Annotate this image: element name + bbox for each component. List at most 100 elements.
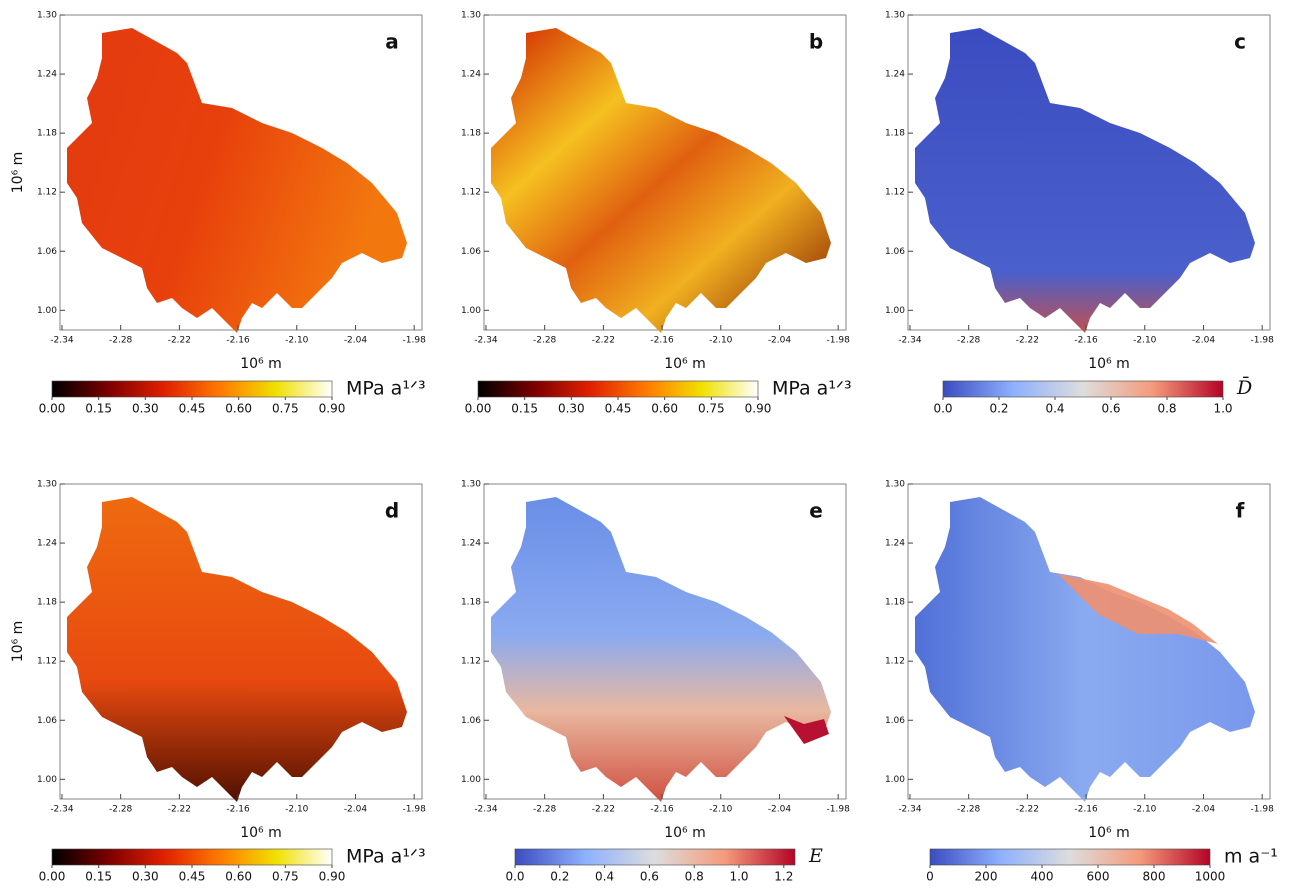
y-axis-label: 10⁶ m <box>10 152 26 194</box>
colorbar-tick-label: 0.75 <box>272 870 299 884</box>
colorbar-tick-label: 0.60 <box>651 402 678 416</box>
x-tick-label: -2.22 <box>168 805 191 815</box>
colorbar-tick-label: 0.15 <box>85 402 112 416</box>
colorbar-tick-label: 0.45 <box>179 402 206 416</box>
x-tick-label: -1.98 <box>1251 805 1275 815</box>
y-tick-label: 1.18 <box>885 598 905 608</box>
colorbar-tick-label: 0.8 <box>1157 402 1176 416</box>
x-axis-label: 10⁶ m <box>664 825 706 841</box>
x-tick-label: -2.22 <box>592 805 615 815</box>
y-tick-label: 1.12 <box>885 657 905 667</box>
y-tick-label: 1.12 <box>37 188 57 198</box>
colorbar-tick-label: 1.2 <box>774 870 793 884</box>
y-tick-label: 1.06 <box>37 716 57 726</box>
y-tick-label: 1.18 <box>37 129 57 139</box>
colorbar-tick-label: 0.90 <box>319 402 346 416</box>
y-tick-label: 1.06 <box>885 247 905 257</box>
colorbar-tick-label: 0.90 <box>745 402 772 416</box>
colorbar-tick-label: 0.4 <box>1045 402 1064 416</box>
y-tick-label: 1.24 <box>461 70 481 80</box>
colorbar-tick-label: 1.0 <box>729 870 748 884</box>
x-tick-label: -2.10 <box>709 805 733 815</box>
colorbar-tick-label: 0.30 <box>558 402 585 416</box>
colorbar-tick-label: 0.30 <box>132 870 159 884</box>
x-tick-label: -2.34 <box>474 805 498 815</box>
x-tick-label: -2.34 <box>898 805 922 815</box>
colorbar-tick-label: 0.75 <box>698 402 725 416</box>
y-tick-label: 1.24 <box>37 539 57 549</box>
x-tick-label: -2.22 <box>592 336 615 346</box>
colorbar-tick-label: 0.45 <box>605 402 632 416</box>
colorbar <box>515 849 795 865</box>
y-tick-label: 1.18 <box>885 129 905 139</box>
x-tick-label: -2.28 <box>957 336 981 346</box>
y-tick-label: 1.00 <box>461 775 481 785</box>
panel-label: b <box>809 30 823 54</box>
x-tick-label: -2.04 <box>768 805 792 815</box>
y-tick-label: 1.06 <box>885 716 905 726</box>
y-tick-label: 1.00 <box>461 306 481 316</box>
x-tick-label: -2.28 <box>109 805 133 815</box>
y-tick-label: 1.06 <box>461 247 481 257</box>
y-tick-label: 1.30 <box>461 480 481 490</box>
colorbar-label: m a⁻¹ <box>1224 846 1278 868</box>
x-tick-label: -1.98 <box>827 336 851 346</box>
colorbar <box>930 849 1210 865</box>
x-axis-label: 10⁶ m <box>664 356 706 372</box>
y-tick-label: 1.30 <box>885 11 905 21</box>
x-tick-label: -1.98 <box>403 336 427 346</box>
panel: -2.34-2.28-2.22-2.16-2.10-2.04-1.981.001… <box>461 480 850 842</box>
x-tick-label: -2.16 <box>226 805 250 815</box>
colorbar-tick-label: 0.2 <box>989 402 1008 416</box>
x-tick-label: -2.28 <box>533 805 557 815</box>
colorbar-tick-label: 0.00 <box>465 402 492 416</box>
colorbar-tick-label: 0.30 <box>132 402 159 416</box>
colorbar-label: D̄ <box>1236 376 1252 399</box>
y-tick-label: 1.12 <box>37 657 57 667</box>
x-tick-label: -1.98 <box>827 805 851 815</box>
y-tick-label: 1.12 <box>885 188 905 198</box>
colorbar-tick-label: 0.0 <box>933 402 952 416</box>
colorbar-tick-label: 200 <box>975 870 998 884</box>
y-tick-label: 1.18 <box>461 129 481 139</box>
colorbar <box>52 381 332 397</box>
y-tick-label: 1.30 <box>37 11 57 21</box>
colorbar-tick-label: 0.00 <box>39 870 66 884</box>
colorbar <box>478 381 758 397</box>
colorbar-tick-label: 0.15 <box>511 402 538 416</box>
colorbar-tick-label: 0.0 <box>505 870 524 884</box>
y-tick-label: 1.30 <box>461 11 481 21</box>
colorbar-tick-label: 0.90 <box>319 870 346 884</box>
x-tick-label: -2.34 <box>898 336 922 346</box>
colorbar-label: MPa a¹ᐟ³ <box>346 378 426 400</box>
x-tick-label: -2.16 <box>226 336 250 346</box>
x-tick-label: -2.22 <box>1016 336 1039 346</box>
colorbar-tick-label: 0.75 <box>272 402 299 416</box>
panel-label: e <box>809 499 823 523</box>
colorbar-tick-label: 800 <box>1143 870 1166 884</box>
colorbar-tick-label: 400 <box>1031 870 1054 884</box>
y-tick-label: 1.12 <box>461 657 481 667</box>
panel: -2.34-2.28-2.22-2.16-2.10-2.04-1.981.001… <box>885 480 1274 842</box>
x-tick-label: -2.34 <box>474 336 498 346</box>
x-tick-label: -2.34 <box>50 805 74 815</box>
panel: -2.34-2.28-2.22-2.16-2.10-2.04-1.981.001… <box>10 480 426 842</box>
colorbar-label: E <box>808 845 823 867</box>
x-tick-label: -2.10 <box>285 336 309 346</box>
colorbar-tick-label: 0 <box>926 870 934 884</box>
panel-label: c <box>1234 30 1246 54</box>
x-tick-label: -2.04 <box>768 336 792 346</box>
x-tick-label: -2.10 <box>285 805 309 815</box>
x-axis-label: 10⁶ m <box>1088 825 1130 841</box>
x-tick-label: -2.10 <box>709 336 733 346</box>
figure: -2.34-2.28-2.22-2.16-2.10-2.04-1.981.001… <box>0 0 1293 885</box>
colorbar-label: MPa a¹ᐟ³ <box>772 378 852 400</box>
y-tick-label: 1.24 <box>885 539 905 549</box>
panel: -2.34-2.28-2.22-2.16-2.10-2.04-1.981.001… <box>10 11 426 373</box>
panel: -2.34-2.28-2.22-2.16-2.10-2.04-1.981.001… <box>885 11 1274 373</box>
y-tick-label: 1.00 <box>37 306 57 316</box>
x-axis-label: 10⁶ m <box>240 825 282 841</box>
colorbar-tick-label: 1.0 <box>1213 402 1232 416</box>
y-tick-label: 1.00 <box>37 775 57 785</box>
colorbar-tick-label: 0.6 <box>640 870 659 884</box>
